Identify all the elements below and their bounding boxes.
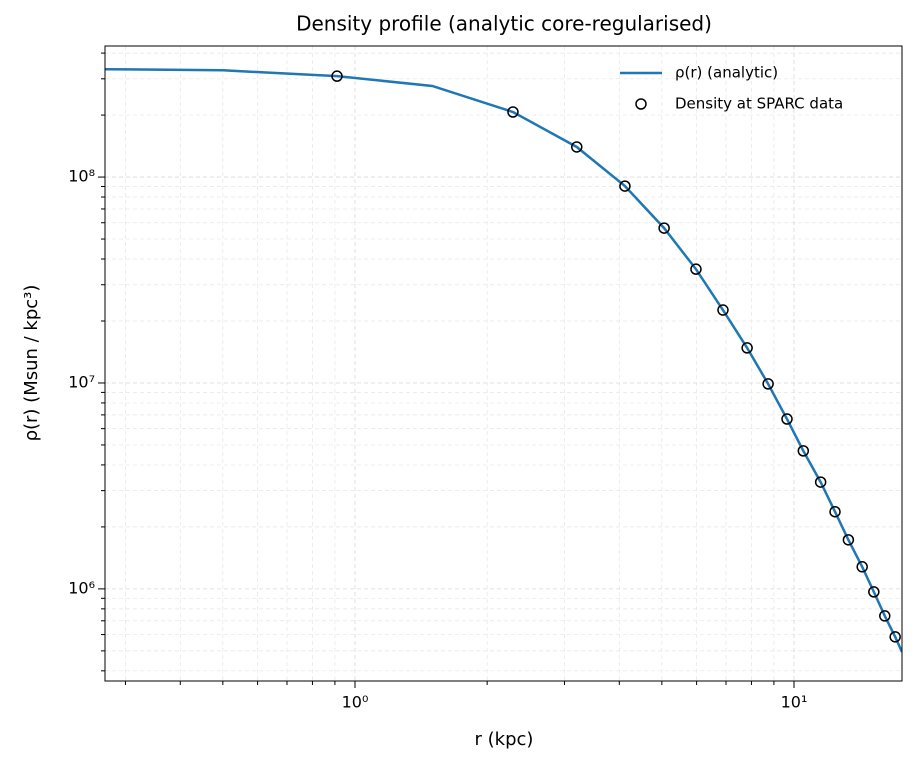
data-point (797, 445, 810, 457)
data-point (690, 263, 702, 275)
data-point (781, 413, 793, 425)
x-tick-label: 10¹ (781, 693, 808, 712)
density-line (105, 67, 902, 653)
legend-marker (635, 98, 647, 110)
chart-title: Density profile (analytic core-regularis… (296, 12, 712, 36)
data-point (814, 476, 827, 488)
data-point (507, 106, 519, 118)
x-tick-label: 10⁰ (342, 693, 369, 712)
y-axis-label: ρ(r) (Msun / kpc³) (21, 285, 42, 442)
data-point (658, 222, 670, 234)
data-point (868, 586, 880, 598)
data-point (856, 561, 868, 573)
plot-data (105, 67, 902, 653)
y-tick-label: 10⁸ (68, 167, 95, 186)
data-point (762, 378, 774, 390)
grid (105, 46, 902, 681)
data-point (619, 180, 631, 192)
legend: ρ(r) (analytic) Density at SPARC data (620, 64, 843, 113)
x-axis-label: r (kpc) (475, 729, 534, 750)
y-tick-label: 10⁶ (68, 578, 95, 597)
plot-frame (104, 45, 903, 682)
legend-label: ρ(r) (analytic) (675, 64, 778, 82)
data-point (331, 70, 343, 82)
data-point (741, 342, 753, 354)
data-point (842, 534, 855, 546)
data-point (889, 631, 901, 643)
y-tick-label: 10⁷ (68, 372, 95, 391)
data-point (829, 505, 841, 518)
data-point (879, 610, 891, 622)
legend-label: Density at SPARC data (675, 95, 843, 113)
ticks: 10⁰ 10¹ 10⁶ 10⁷ 10⁸ (68, 52, 808, 712)
data-point (717, 304, 729, 316)
data-point (571, 141, 583, 153)
